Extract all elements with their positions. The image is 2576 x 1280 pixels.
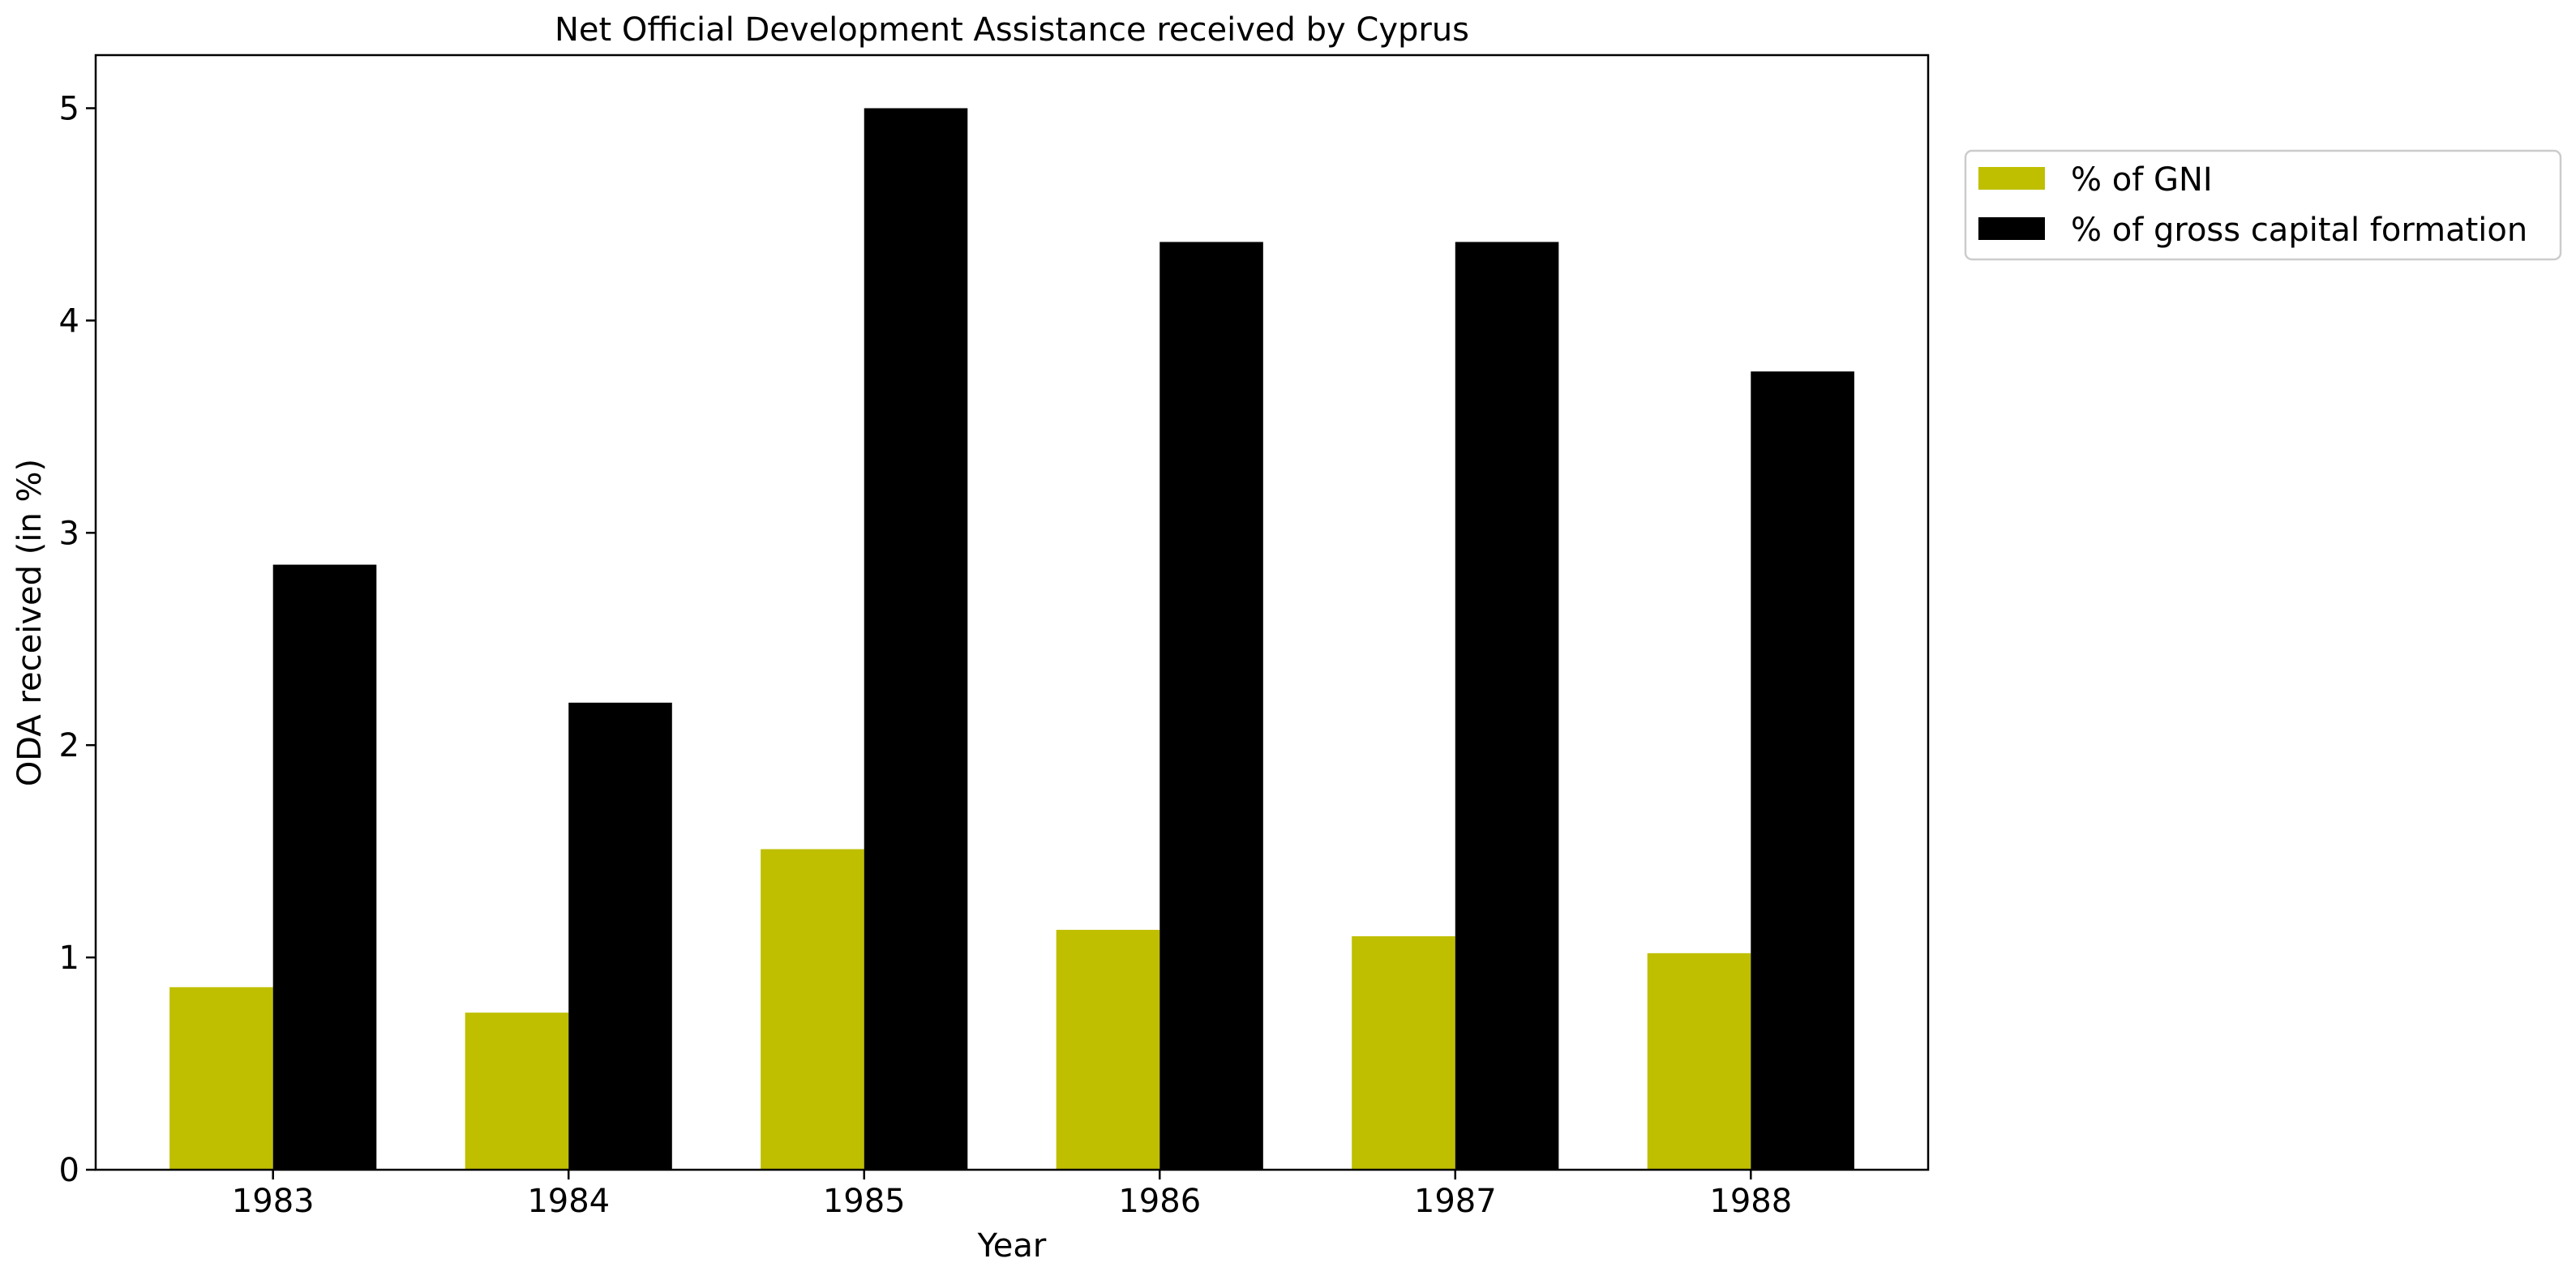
legend-swatch bbox=[1978, 217, 2045, 240]
bar-gross-capital-formation-1988 bbox=[1751, 371, 1854, 1170]
bar-gross-capital-formation-1983 bbox=[272, 564, 377, 1170]
legend-box bbox=[1964, 149, 2562, 261]
x-axis-label: Year bbox=[977, 1227, 1047, 1265]
legend-label: % of GNI bbox=[2071, 161, 2213, 199]
y-tick-label: 4 bbox=[59, 302, 79, 340]
bar-gross-capital-formation-1987 bbox=[1455, 242, 1559, 1170]
x-tick-label: 1988 bbox=[1709, 1183, 1792, 1220]
x-tick-label: 1986 bbox=[1118, 1183, 1201, 1220]
chart-title: Net Official Development Assistance rece… bbox=[555, 11, 1469, 49]
y-tick-label: 3 bbox=[59, 515, 79, 552]
bar-gross-capital-formation-1985 bbox=[864, 108, 968, 1170]
y-axis: 0 1 2 3 4 5 bbox=[59, 90, 96, 1189]
bar-gni-1985 bbox=[761, 849, 864, 1170]
legend-swatch bbox=[1978, 167, 2045, 190]
bars-layer bbox=[169, 108, 1854, 1170]
x-axis: 1983 1984 1985 1986 1987 1988 bbox=[232, 1170, 1792, 1220]
bar-gni-1984 bbox=[465, 1012, 569, 1170]
y-tick-label: 5 bbox=[59, 90, 79, 127]
bar-gni-1983 bbox=[169, 987, 273, 1170]
y-axis-label: ODA received (in %) bbox=[11, 459, 49, 786]
y-tick-label: 0 bbox=[59, 1152, 79, 1189]
plot-area-frame bbox=[94, 54, 1930, 1171]
bar-gni-1988 bbox=[1647, 953, 1751, 1170]
x-tick-label: 1985 bbox=[823, 1183, 906, 1220]
bar-gross-capital-formation-1986 bbox=[1159, 242, 1263, 1170]
bar-gni-1987 bbox=[1352, 935, 1455, 1170]
bar-gross-capital-formation-1984 bbox=[568, 702, 672, 1170]
x-tick-label: 1983 bbox=[232, 1183, 315, 1220]
x-tick-label: 1984 bbox=[527, 1183, 610, 1220]
y-tick-label: 2 bbox=[59, 727, 79, 764]
y-tick-label: 1 bbox=[59, 940, 79, 977]
bar-gni-1986 bbox=[1056, 930, 1160, 1170]
legend: % of GNI % of gross capital formation bbox=[1964, 149, 2562, 261]
legend-label: % of gross capital formation bbox=[2071, 212, 2527, 249]
x-tick-label: 1987 bbox=[1414, 1183, 1497, 1220]
